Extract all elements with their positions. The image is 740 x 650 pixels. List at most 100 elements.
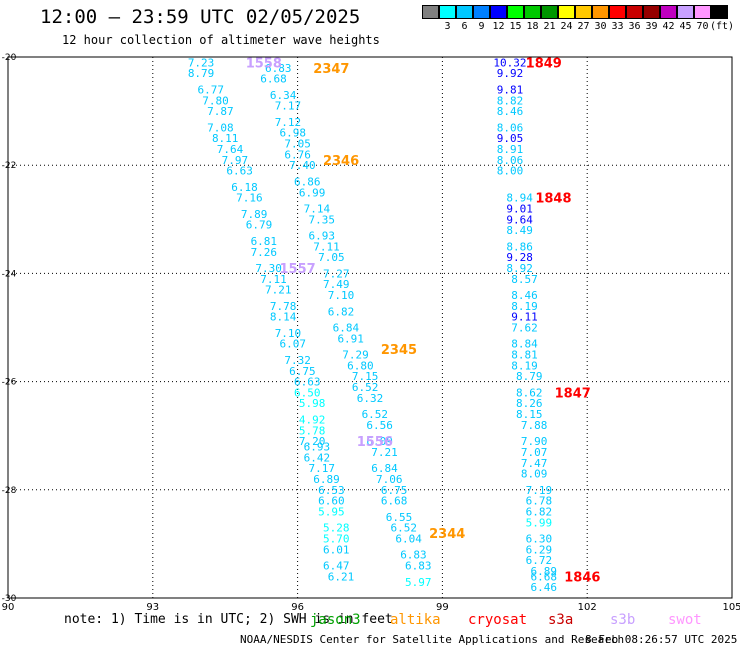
x-tick-label: 96 <box>291 602 304 613</box>
satellite-legend-cryosat: cryosat <box>468 612 528 628</box>
wave-height-value: 6.78 <box>526 495 553 508</box>
wave-height-value: 8.86 <box>506 240 533 253</box>
wave-height-value: 7.27 <box>323 267 350 280</box>
wave-height-value: 8.19 <box>511 300 538 313</box>
wave-height-value: 7.97 <box>222 154 249 167</box>
wave-height-value: 8.19 <box>511 359 538 372</box>
y-tick-label: -30 <box>2 594 17 604</box>
colorbar-swatch <box>575 5 592 19</box>
wave-height-value: 6.09 <box>366 435 393 448</box>
wave-height-value: 6.83 <box>400 549 427 562</box>
wave-height-value: 10.32 <box>493 56 526 69</box>
wave-height-value: 9.05 <box>497 132 524 145</box>
wave-height-value: 8.15 <box>516 408 543 421</box>
colorbar-label: 21 <box>543 21 556 32</box>
wave-height-value: 7.23 <box>188 56 215 69</box>
wave-height-value: 6.83 <box>265 62 292 75</box>
wave-height-value: 7.19 <box>526 484 553 497</box>
wave-height-value: 6.32 <box>357 392 384 405</box>
wave-height-value: 8.09 <box>521 468 548 481</box>
colorbar-swatch <box>609 5 626 19</box>
pass-time-label: 1556 <box>357 435 393 450</box>
colorbar-swatch <box>439 5 456 19</box>
wave-height-value: 6.93 <box>308 230 335 243</box>
wave-height-value: 7.78 <box>270 300 297 313</box>
footer-credit: NOAA/NESDIS Center for Satellite Applica… <box>240 633 625 646</box>
wave-height-value: 6.82 <box>328 305 355 318</box>
wave-height-value: 6.81 <box>251 235 278 248</box>
wave-height-value: 7.11 <box>260 273 287 286</box>
x-tick-label: 99 <box>436 602 449 613</box>
wave-height-value: 9.28 <box>506 251 533 264</box>
wave-height-value: 6.52 <box>352 381 379 394</box>
wave-height-value: 6.07 <box>280 338 307 351</box>
wave-height-value: 7.32 <box>284 354 311 367</box>
wave-height-value: 7.89 <box>241 208 268 221</box>
wave-height-value: 6.89 <box>313 473 340 486</box>
pass-time-label: 2345 <box>381 343 417 358</box>
pass-time-label: 1558 <box>246 56 282 71</box>
x-tick-label: 105 <box>722 602 740 613</box>
colorbar-swatch <box>422 5 439 19</box>
wave-height-value: 6.83 <box>405 560 432 573</box>
wave-height-value: 7.26 <box>251 246 278 259</box>
wave-height-value: 6.52 <box>391 522 418 535</box>
wave-height-value: 6.53 <box>318 484 345 497</box>
colorbar-swatch <box>711 5 728 19</box>
satellite-legend-jason3: jason3 <box>310 612 361 628</box>
colorbar-label: 27 <box>577 21 590 32</box>
wave-height-value: 6.50 <box>294 386 321 399</box>
colorbar-label: 45 <box>679 21 692 32</box>
wave-height-value: 8.94 <box>506 192 533 205</box>
satellite-legend-s3a: s3a <box>548 612 574 628</box>
wave-height-value: 6.18 <box>231 181 258 194</box>
pass-time-label: 1849 <box>526 56 562 71</box>
wave-height-value: 6.63 <box>294 376 321 389</box>
colorbar-swatch <box>490 5 507 19</box>
wave-height-value: 8.00 <box>497 165 524 178</box>
colorbar-unit: (ft) <box>710 21 735 32</box>
wave-height-value: 7.20 <box>299 435 326 448</box>
wave-height-value: 7.21 <box>371 446 398 459</box>
page-title: 12:00 — 23:59 UTC 02/05/2025 <box>40 6 361 28</box>
colorbar-label: 33 <box>611 21 624 32</box>
colorbar-swatch <box>660 5 677 19</box>
wave-height-value: 9.01 <box>506 202 533 215</box>
wave-height-value: 6.60 <box>318 495 345 508</box>
wave-height-value: 7.90 <box>521 435 548 448</box>
wave-height-value: 7.06 <box>376 473 403 486</box>
wave-height-value: 9.92 <box>497 67 524 80</box>
wave-height-value: 8.82 <box>497 94 524 107</box>
wave-height-value: 5.78 <box>299 424 326 437</box>
wave-height-value: 7.10 <box>328 289 355 302</box>
x-tick-label: 93 <box>146 602 159 613</box>
pass-time-label: 1846 <box>564 570 600 585</box>
wave-height-value: 6.55 <box>386 511 413 524</box>
wave-height-value: 6.68 <box>260 73 287 86</box>
colorbar-label: 6 <box>461 21 468 32</box>
wave-height-value: 6.30 <box>526 532 553 545</box>
wave-height-value: 6.91 <box>337 332 364 345</box>
wave-height-value: 8.06 <box>497 121 524 134</box>
wave-height-value: 7.08 <box>207 121 234 134</box>
wave-height-value: 6.79 <box>246 219 273 232</box>
page-subtitle: 12 hour collection of altimeter wave hei… <box>62 33 380 47</box>
wave-height-value: 5.28 <box>323 522 350 535</box>
wave-height-value: 7.49 <box>323 278 350 291</box>
wave-height-value: 8.46 <box>497 105 524 118</box>
wave-height-value: 6.46 <box>531 581 558 594</box>
wave-height-value: 8.26 <box>516 397 543 410</box>
colorbar-label: 36 <box>628 21 641 32</box>
wave-height-value: 5.99 <box>526 516 553 529</box>
wave-height-value: 7.17 <box>308 462 335 475</box>
wave-height-value: 8.49 <box>506 224 533 237</box>
wave-height-value: 6.89 <box>531 565 558 578</box>
colorbar-swatch <box>677 5 694 19</box>
wave-height-value: 7.64 <box>217 143 244 156</box>
colorbar-label: 12 <box>492 21 505 32</box>
colorbar-label: 9 <box>478 21 485 32</box>
wave-height-value: 7.30 <box>255 262 282 275</box>
wave-height-value: 8.79 <box>188 67 215 80</box>
satellite-legend-s3b: s3b <box>610 612 636 628</box>
